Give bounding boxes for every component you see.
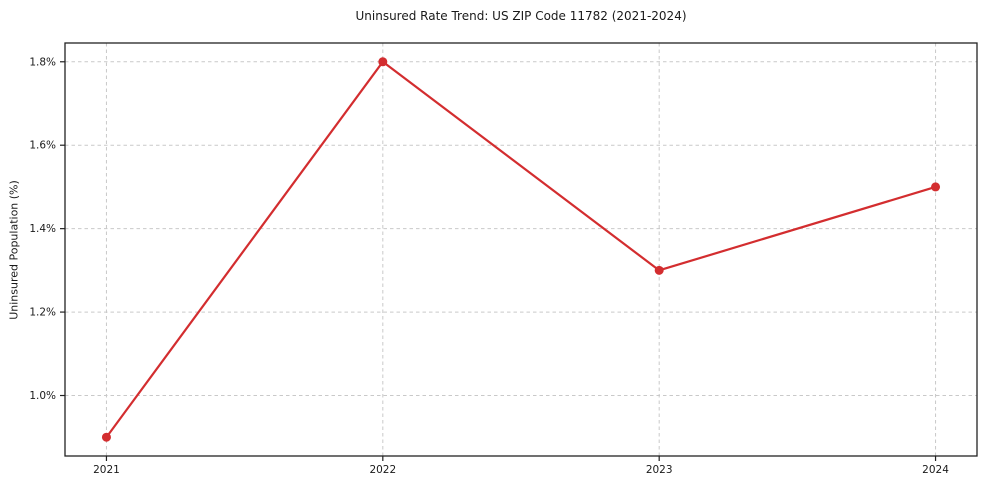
x-tick-label: 2021	[93, 464, 120, 476]
data-point-marker	[931, 182, 941, 192]
data-point-marker	[654, 265, 664, 275]
x-tick-label: 2023	[646, 464, 673, 476]
y-tick-label: 1.2%	[29, 307, 56, 319]
trend-line	[105, 60, 937, 439]
y-tick-label: 1.8%	[29, 56, 56, 68]
chart-title: Uninsured Rate Trend: US ZIP Code 11782 …	[355, 9, 687, 23]
y-tick-label: 1.4%	[29, 223, 56, 235]
x-tick-label: 2022	[369, 464, 396, 476]
y-tick-label: 1.0%	[29, 390, 56, 402]
plot-frame	[64, 42, 978, 457]
data-point-marker	[101, 432, 111, 442]
y-tick-label: 1.6%	[29, 140, 56, 152]
data-point-marker	[378, 57, 388, 67]
x-tick-label: 2024	[922, 464, 949, 476]
